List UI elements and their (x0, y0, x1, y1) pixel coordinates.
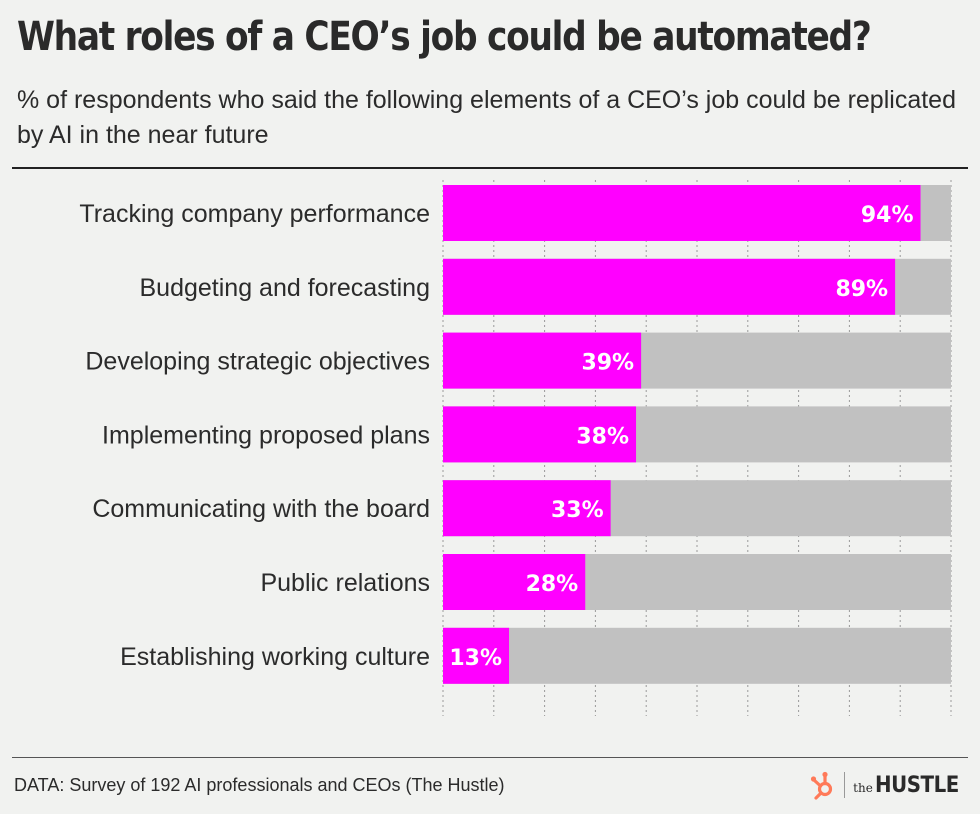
data-label: 38% (576, 424, 629, 449)
brand-wordmark: the HUSTLE (853, 773, 968, 798)
bar (443, 480, 611, 537)
data-label: 13% (449, 646, 502, 671)
data-label: 89% (835, 277, 888, 302)
bar-track (443, 627, 951, 684)
brand-name: HUSTLE (874, 772, 959, 798)
category-label: Implementing proposed plans (102, 421, 430, 449)
bar (443, 332, 642, 389)
bar (443, 185, 921, 241)
bar (443, 258, 896, 315)
bar (443, 554, 586, 610)
bar-chart: Tracking company performance 94% Budgeting… (79, 180, 952, 716)
brand-separator (844, 772, 846, 798)
data-label: 33% (551, 498, 604, 523)
hubspot-sprocket-icon (811, 771, 833, 800)
category-label: Developing strategic objectives (85, 348, 430, 376)
data-label: 28% (526, 572, 579, 597)
chart-subtitle: % of respondents who said the following … (17, 86, 956, 149)
bar (443, 627, 510, 684)
category-label: Budgeting and forecasting (140, 274, 431, 302)
data-label: 39% (581, 351, 634, 376)
top-divider (12, 167, 968, 169)
chart-title: What roles of a CEO’s job could be autom… (17, 14, 872, 60)
category-label: Tracking company performance (79, 200, 430, 228)
bar (443, 406, 637, 463)
category-label: Establishing working culture (120, 643, 430, 671)
brand-logo: the HUSTLE (810, 770, 968, 800)
data-label: 94% (861, 203, 914, 228)
bottom-divider (12, 757, 968, 758)
brand-the: the (853, 780, 873, 795)
source-note: DATA: Survey of 192 AI professionals and… (14, 775, 505, 795)
category-label: Public relations (260, 569, 430, 597)
category-label: Communicating with the board (92, 495, 430, 523)
